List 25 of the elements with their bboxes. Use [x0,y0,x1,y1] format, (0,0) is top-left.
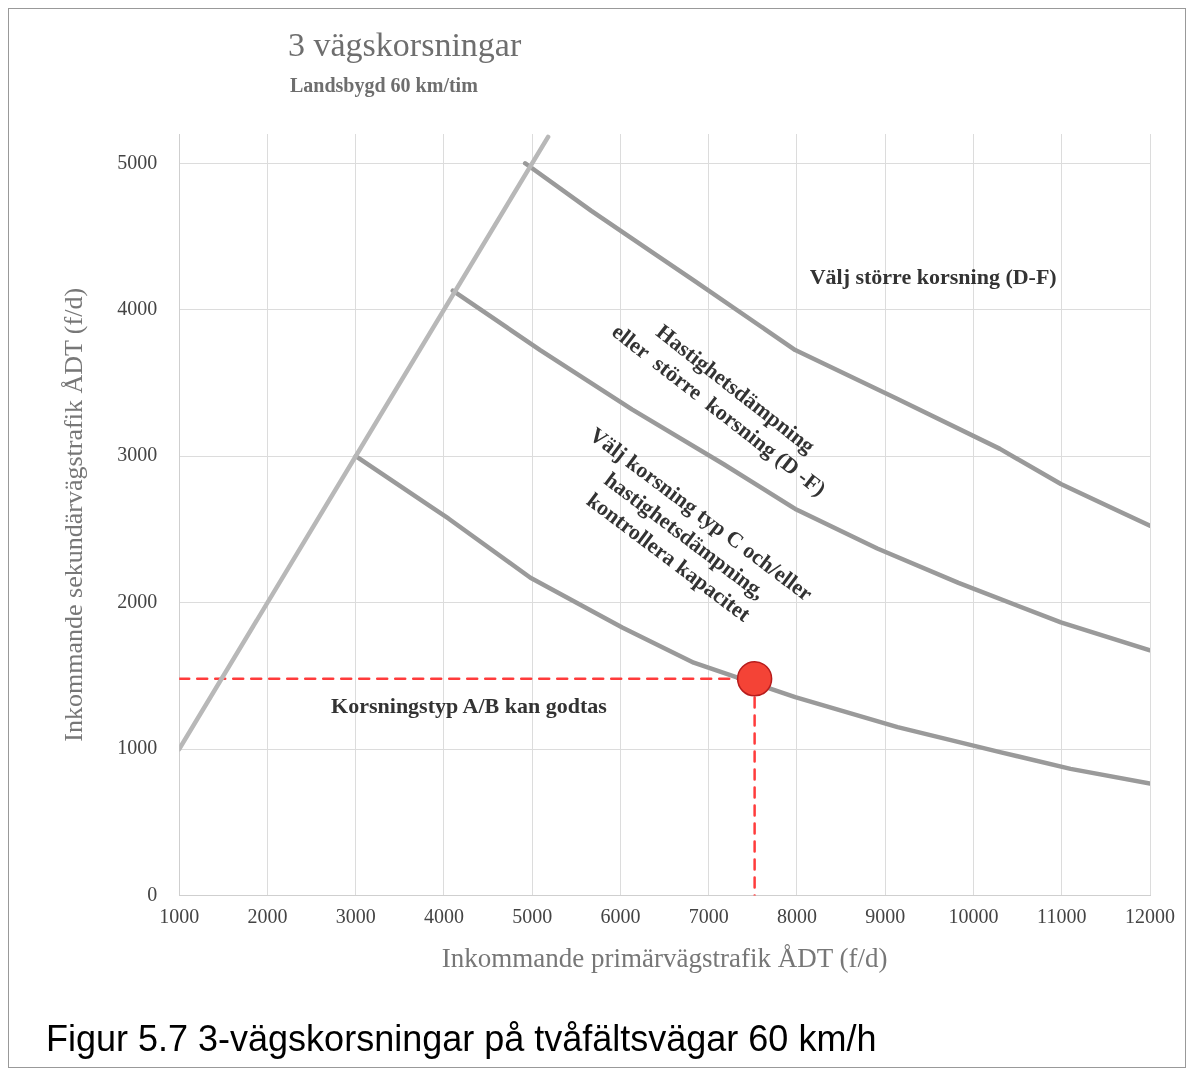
annotation: Korsningstyp A/B kan godtas [331,692,608,718]
x-tick-label: 2000 [247,904,288,927]
x-tick-label: 8000 [776,904,817,927]
x-tick-label: 11000 [1037,904,1087,927]
chart-subtitle: Landsbygd 60 km/tim [290,74,478,97]
y-axis-title: Inkommande sekundärvägstrafik ÅDT (f/d) [59,287,89,742]
x-tick-label: 5000 [512,904,553,927]
y-tick-label: 1000 [117,736,158,759]
x-tick-label: 7000 [688,904,729,927]
y-tick-label: 5000 [117,150,158,173]
annotation: Välj större korsning (D-F) [809,264,1057,290]
y-tick-label: 3000 [117,443,158,466]
y-tick-label: 2000 [117,589,158,612]
x-tick-label: 6000 [600,904,641,927]
y-tick-label: 4000 [117,297,158,319]
x-tick-label: 12000 [1125,904,1175,927]
y-tick-label: 0 [147,882,158,905]
text: Figur 5.7 3-vägskorsningar på tvåfältsvägar 60 km/h [46,1018,877,1060]
x-tick-label: 1000 [159,904,200,927]
x-tick-label: 4000 [423,904,464,927]
x-tick-label: 3000 [335,904,376,927]
x-tick-label: 10000 [948,904,999,927]
chart-title: 3 vägskorsningar [288,26,522,64]
x-axis-title: Inkommande primärvägstrafik ÅDT (f/d) [441,942,888,973]
x-tick-label: 9000 [865,904,906,927]
